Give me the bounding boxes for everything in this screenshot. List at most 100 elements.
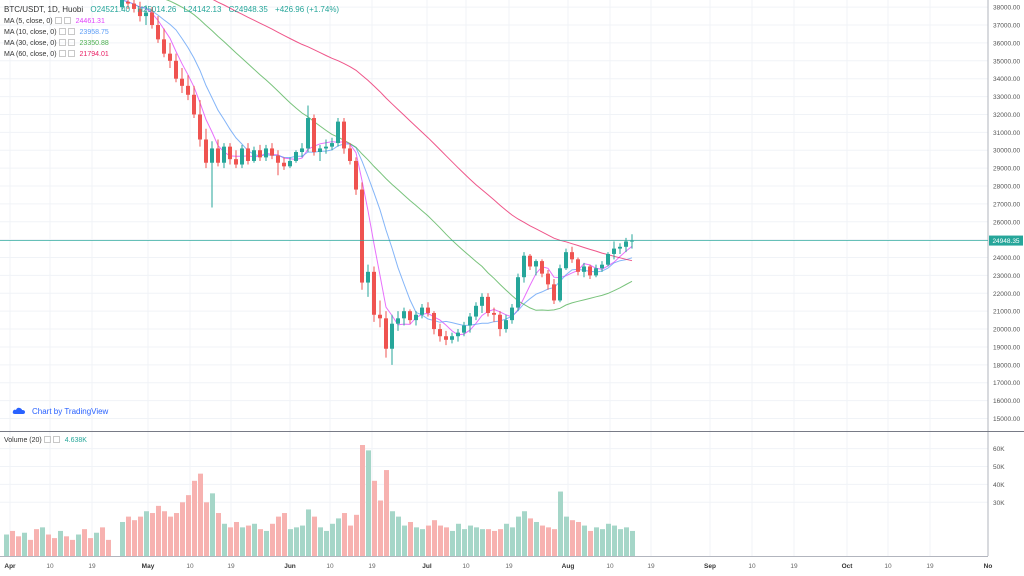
open-value: O24521.40 [90,5,130,14]
candle-body [396,318,400,324]
volume-bar [264,530,269,556]
volume-bar [330,523,335,556]
volume-bar [228,527,233,556]
close-icon[interactable] [67,28,75,35]
candle-body [534,261,538,267]
legend-label: MA (60, close, 0) [4,51,57,58]
symbol-title[interactable]: BTC/USDT, 1D, Huobi [4,5,84,14]
legend-ma-60[interactable]: MA (60, close, 0) 21794.01 [4,49,109,60]
volume-bar [354,514,359,556]
close-icon[interactable] [63,17,71,24]
volume-bar [300,525,305,556]
candle-body [198,114,202,140]
settings-icon[interactable] [58,50,66,57]
candle-body [492,312,496,315]
candle-body [342,121,346,149]
close-icon[interactable] [52,436,60,443]
volume-legend[interactable]: Volume (20) 4.638K [4,435,87,446]
volume-bar [312,516,317,556]
x-tick-label: 19 [88,563,96,570]
volume-label: Volume (20) [4,437,42,444]
current-price-tag [989,235,1023,246]
x-tick-label: Aug [562,563,575,570]
y-tick-label: 27000.00 [993,201,1020,208]
candle-body [384,318,388,349]
candle-body [468,316,472,326]
volume-bar [34,529,39,556]
candle-body [264,148,268,158]
legend-ma-5[interactable]: MA (5, close, 0) 24461.31 [4,16,105,27]
volume-bar [240,527,245,556]
x-tick-label: 10 [186,563,194,570]
candle-body [222,146,226,163]
candle-body [186,85,190,95]
ma-60-line [212,0,633,262]
settings-icon[interactable] [58,39,66,46]
volume-bar [198,473,203,556]
volume-bar [462,529,467,556]
candle-body [336,121,340,144]
candle-body [444,336,448,340]
candle-body [438,329,442,337]
x-tick-label: Oct [842,563,854,570]
legend-value: 21794.01 [79,51,109,58]
candle-body [564,252,568,269]
settings-icon[interactable] [54,17,62,24]
ma-30-line [165,0,633,311]
y-tick-label: 38000.00 [993,5,1020,12]
close-icon[interactable] [67,39,75,46]
ma-5-line [121,0,633,336]
volume-bar [52,538,57,556]
volume-bar [480,529,485,556]
low-value: L24142.13 [183,5,222,14]
volume-bars [4,445,635,556]
candle-body [150,12,154,26]
candle-body [504,320,508,330]
volume-bar [516,516,521,556]
close-value: C24948.35 [228,5,268,14]
y-tick-label: 33000.00 [993,94,1020,101]
candle-body [366,271,370,283]
settings-icon[interactable] [58,28,66,35]
current-price-label: 24948.35 [992,238,1019,245]
volume-bar [150,513,155,556]
y-tick-label: 31000.00 [993,130,1020,137]
volume-bar [408,521,413,556]
volume-bar [558,491,563,556]
y-tick-label: 29000.00 [993,166,1020,173]
candle-body [132,3,136,9]
volume-bar [378,500,383,556]
candle-body [174,60,178,79]
settings-icon[interactable] [43,436,51,443]
y-tick-label: 30000.00 [993,148,1020,155]
tradingview-watermark[interactable]: Chart by TradingView [12,407,108,416]
volume-bar [138,516,143,556]
candle-body [246,148,250,161]
volume-bar [432,520,437,556]
legend-label: MA (30, close, 0) [4,40,57,47]
volume-bar [126,516,131,556]
candle-body [276,155,280,163]
y-tick-label: 23000.00 [993,273,1020,280]
moving-averages [121,0,633,336]
candle-body [432,312,436,330]
candle-body [138,8,142,17]
candle-body [204,139,208,163]
legend-value: 23350.88 [79,40,109,47]
volume-bar [70,539,75,556]
close-icon[interactable] [67,50,75,57]
volume-bar [106,539,111,556]
y-tick-label: 16000.00 [993,398,1020,405]
candle-body [594,268,598,276]
volume-bar [564,516,569,556]
candle-body [162,39,166,54]
x-tick-label: May [142,563,155,570]
x-tick-label: No [984,563,993,570]
x-tick-label: 19 [368,563,376,570]
volume-bar [600,529,605,556]
legend-ma-10[interactable]: MA (10, close, 0) 23958.75 [4,27,109,38]
candle-body [420,307,424,315]
legend-ma-30[interactable]: MA (30, close, 0) 23350.88 [4,38,109,49]
